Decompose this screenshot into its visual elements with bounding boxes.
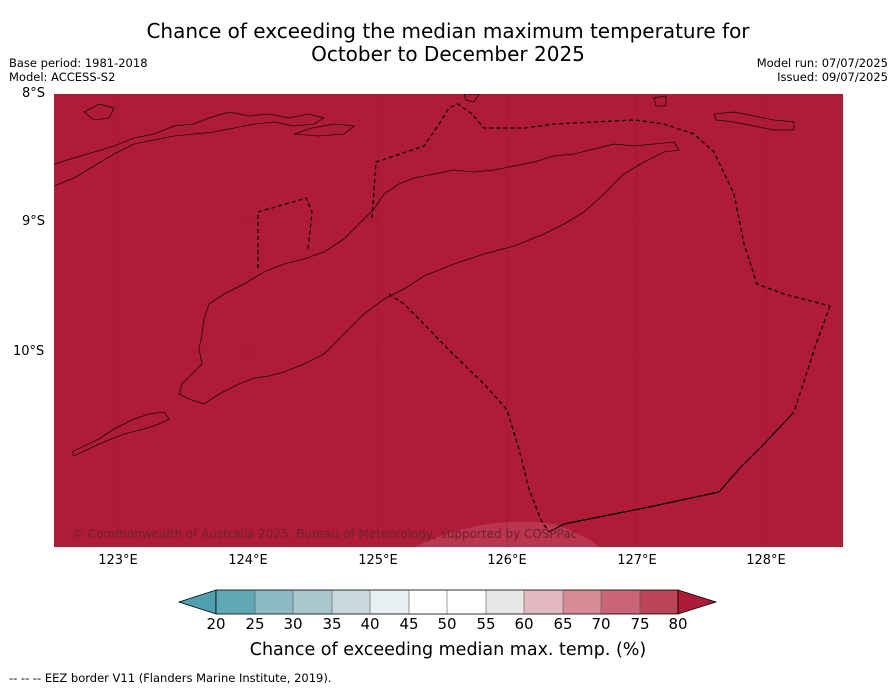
lon-label-125e: 125°E xyxy=(358,553,398,568)
eez-solid-border xyxy=(548,411,795,533)
colorbar xyxy=(178,589,718,615)
base-period: Base period: 1981-2018 xyxy=(9,56,148,70)
colorbar-segment-75-80 xyxy=(640,590,678,614)
eez-border xyxy=(257,103,831,533)
colorbar-tick-40: 40 xyxy=(360,615,380,633)
meta-left: Base period: 1981-2018 Model: ACCESS-S2 xyxy=(9,56,148,84)
colorbar-segment-30-35 xyxy=(293,590,332,614)
colorbar-segments xyxy=(216,590,678,614)
colorbar-label: Chance of exceeding median max. temp. (%… xyxy=(249,640,647,660)
colorbar-tick-20: 20 xyxy=(206,615,226,633)
model-name: Model: ACCESS-S2 xyxy=(9,70,116,84)
colorbar-tick-30: 30 xyxy=(283,615,303,633)
colorbar-segment-25-30 xyxy=(255,590,293,614)
colorbar-segment-45-50 xyxy=(409,590,447,614)
colorbar-segment-35-40 xyxy=(332,590,370,614)
coastlines xyxy=(54,94,795,457)
title-line-2: October to December 2025 xyxy=(311,42,585,66)
lat-label-10s: 10°S xyxy=(13,344,45,359)
eez-legend-note: -- -- -- EEZ border V11 (Flanders Marine… xyxy=(9,671,332,685)
lat-label-9s: 9°S xyxy=(22,214,46,229)
colorbar-under-arrow xyxy=(178,589,217,615)
colorbar-segment-40-45 xyxy=(370,590,409,614)
colorbar-tick-35: 35 xyxy=(322,615,342,633)
graticule xyxy=(54,94,843,547)
lat-label-8s: 8°S xyxy=(22,86,46,101)
colorbar-segment-65-70 xyxy=(563,590,601,614)
colorbar-segment-20-25 xyxy=(216,590,255,614)
lon-label-128e: 128°E xyxy=(746,553,786,568)
probability-field xyxy=(54,94,843,547)
colorbar-segment-60-65 xyxy=(524,590,563,614)
colorbar-tick-25: 25 xyxy=(245,615,265,633)
meta-right: Model run: 07/07/2025 Issued: 09/07/2025 xyxy=(757,56,888,84)
map-title: Chance of exceeding the median maximum t… xyxy=(0,20,896,66)
lon-label-127e: 127°E xyxy=(617,553,657,568)
colorbar-tick-70: 70 xyxy=(591,615,611,633)
colorbar-tick-75: 75 xyxy=(630,615,650,633)
colorbar-tick-80: 80 xyxy=(668,615,688,633)
issued-date: Issued: 09/07/2025 xyxy=(777,70,888,84)
lower-probability-patch xyxy=(414,521,599,547)
title-line-1: Chance of exceeding the median maximum t… xyxy=(146,19,750,43)
lon-label-123e: 123°E xyxy=(98,553,138,568)
colorbar-segment-55-60 xyxy=(486,590,524,614)
colorbar-segment-70-75 xyxy=(601,590,640,614)
colorbar-tick-55: 55 xyxy=(476,615,496,633)
copyright-notice: © Commonwealth of Australia 2025, Bureau… xyxy=(72,527,578,541)
lon-label-126e: 126°E xyxy=(487,553,527,568)
lon-label-124e: 124°E xyxy=(228,553,268,568)
colorbar-dividers xyxy=(254,590,641,614)
forecast-map xyxy=(54,94,843,547)
colorbar-over-arrow xyxy=(677,589,718,615)
colorbar-segment-50-55 xyxy=(447,590,486,614)
colorbar-tick-45: 45 xyxy=(399,615,419,633)
colorbar-tick-50: 50 xyxy=(437,615,457,633)
model-run: Model run: 07/07/2025 xyxy=(756,56,888,70)
colorbar-tick-60: 60 xyxy=(514,615,534,633)
colorbar-tick-65: 65 xyxy=(553,615,573,633)
